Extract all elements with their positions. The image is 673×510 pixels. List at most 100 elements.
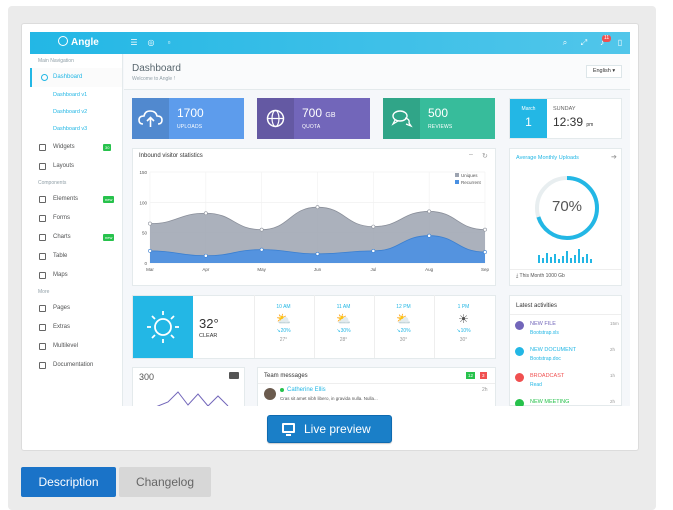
sidebar-subitem-dashboard-v2[interactable]: Dashboard v2 (53, 109, 88, 115)
gauge-value: 70% (551, 198, 583, 215)
graph-icon (39, 234, 46, 241)
data-point (259, 227, 264, 232)
visitor-stats-card: Inbound visitor statistics – ↻ 0 50 100 150… (132, 148, 496, 286)
activity-sub: Bootstrap.doc (530, 356, 561, 362)
average-uploads-card: Average Monthly Uploads ➔ 70% ⤓ This Mon… (509, 148, 622, 286)
hour-time: 11 AM (336, 304, 351, 310)
sidebar-item-forms[interactable]: Forms (30, 209, 122, 228)
sidebar-item-elements[interactable]: Elements new (30, 190, 122, 209)
hour-rain: ↘10% (456, 328, 471, 334)
latest-activities-card: Latest activities NEW FILE Bootstrap.xls 1… (509, 295, 622, 406)
sidebar-item-label: Multilevel (53, 343, 79, 349)
activity-item[interactable]: NEW MEETING 2h (515, 398, 621, 406)
stat-unit: GB (325, 112, 336, 119)
activity-sub: Read (530, 382, 542, 388)
sidebar-item-layouts[interactable]: Layouts (30, 157, 122, 176)
grid-icon (39, 144, 46, 151)
chart-title: Inbound visitor statistics (139, 153, 203, 159)
stat-value: 500 (428, 106, 449, 120)
member-message: Cras sit amet nibh libero, in gravida nu… (280, 396, 378, 401)
note-icon (39, 215, 46, 222)
arrow-right-icon[interactable]: ➔ (611, 154, 617, 161)
cup-icon (229, 372, 239, 379)
stat-label: UPLOADS (177, 124, 203, 130)
y-tick-label: 150 (139, 170, 147, 175)
sidebar-item-label: Dashboard (53, 74, 83, 80)
angle-app-screenshot: Angle ☰ ◎ ▫ ⌕ ⤢ ♪ 11 ▯ Main Navigation D… (30, 32, 630, 406)
sidebar-item-maps[interactable]: Maps (30, 266, 122, 285)
online-dot (280, 388, 284, 392)
stat-label: REVIEWS (428, 124, 453, 130)
sidebar-item-widgets[interactable]: Widgets 30 (30, 138, 122, 157)
collapse-icon[interactable]: – (469, 151, 473, 158)
refresh-icon[interactable]: ↻ (482, 153, 488, 160)
search-icon[interactable]: ⌕ (562, 38, 568, 47)
activity-title: NEW MEETING (530, 399, 570, 405)
hour-deg: 30° (399, 337, 408, 343)
sidebar-item-label: Elements (53, 196, 79, 202)
x-tick-label: Aug (425, 267, 434, 272)
stat-box-quota: 700 GB QUOTA (257, 98, 370, 139)
user-icon[interactable]: ◎ (147, 38, 155, 47)
weather-cond: CLEAR (199, 333, 218, 339)
live-preview-button[interactable]: Live preview (267, 415, 392, 443)
folder-icon (39, 343, 46, 350)
date-day-panel: March 1 (510, 99, 547, 138)
tab-description[interactable]: Description (21, 467, 116, 497)
sun-icon (147, 311, 179, 343)
data-point (315, 205, 320, 210)
brand-name: Angle (71, 37, 99, 48)
data-point (259, 247, 264, 252)
hour-rain: ↘20% (396, 328, 411, 334)
expand-icon[interactable]: ⤢ (580, 38, 588, 47)
activity-time: 1h (610, 373, 616, 378)
gauge-divider (510, 269, 621, 270)
elements-badge: new (103, 196, 115, 203)
sidebar-toggle-icon[interactable]: ▯ (617, 38, 623, 47)
sidebar-item-documentation[interactable]: Documentation (30, 356, 122, 375)
sidebar-item-multilevel[interactable]: Multilevel (30, 337, 122, 356)
stat-box-uploads: 1700 UPLOADS (132, 98, 244, 139)
x-tick-label: Jun (314, 267, 322, 272)
activity-item[interactable]: NEW DOCUMENT Bootstrap.doc 2h (515, 346, 621, 371)
broadcast-icon (515, 373, 524, 382)
table-icon (39, 253, 46, 260)
tab-changelog[interactable]: Changelog (119, 467, 211, 497)
data-point (203, 253, 208, 258)
message-time: 2h (482, 387, 488, 393)
y-tick-label: 50 (142, 231, 148, 236)
language-dropdown[interactable]: English ▾ (586, 65, 622, 78)
activity-item[interactable]: BROADCAST Read 1h (515, 372, 621, 397)
brand-logo[interactable]: Angle (58, 32, 99, 54)
mini-value: 300 (139, 372, 155, 382)
activity-time: 2h (610, 399, 616, 404)
lock-icon[interactable]: ▫ (167, 38, 171, 47)
sidebar-heading-more: More (38, 289, 50, 295)
sidebar-subitem-dashboard-v3[interactable]: Dashboard v3 (53, 126, 88, 132)
avatar[interactable] (264, 388, 276, 400)
sidebar-item-label: Extras (53, 324, 71, 330)
gauge-ring (535, 176, 599, 240)
data-point (315, 252, 320, 256)
sidebar-item-dashboard[interactable]: Dashboard (30, 68, 122, 87)
stat-label: QUOTA (302, 124, 321, 130)
date-day: 1 (525, 115, 532, 129)
sidebar-item-label: Layouts (53, 163, 75, 169)
series-area-recurrent (150, 235, 485, 263)
sidebar-item-label: Maps (53, 272, 68, 278)
activity-title: NEW DOCUMENT (530, 347, 577, 353)
sidebar-subitem-dashboard-v1[interactable]: Dashboard v1 (53, 92, 88, 98)
sidebar-item-tables[interactable]: Table (30, 247, 122, 266)
bell-icon[interactable]: ♪ (600, 38, 604, 47)
hour-deg: 28° (339, 337, 348, 343)
sidebar-item-extras[interactable]: Extras (30, 318, 122, 337)
notification-badge: 11 (602, 35, 612, 42)
monitor-icon (282, 423, 295, 436)
data-point (427, 233, 432, 238)
sidebar-item-charts[interactable]: Charts new (30, 228, 122, 247)
member-name[interactable]: Catherine Ellis (287, 387, 326, 393)
sidebar-item-pages[interactable]: Pages (30, 299, 122, 318)
menu-icon[interactable]: ☰ (130, 38, 138, 47)
activity-item[interactable]: NEW FILE Bootstrap.xls 15m (515, 320, 621, 345)
stat-value: 700 GB (302, 106, 336, 120)
